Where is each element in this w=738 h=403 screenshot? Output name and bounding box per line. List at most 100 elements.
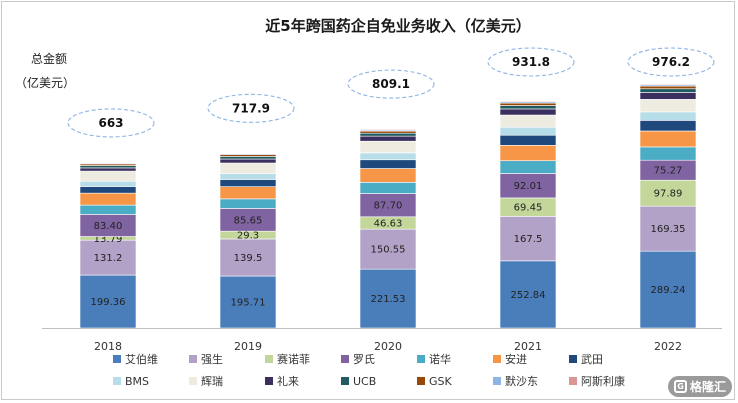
x-tick-2019: 2019: [234, 340, 262, 353]
bar-segment-2021-s5: [499, 145, 557, 162]
bar-segment-2020-s0: [359, 268, 417, 329]
bar-segment-2018-s13: [79, 162, 137, 164]
legend-swatch-s13: [569, 377, 577, 385]
legend-label-s7: BMS: [125, 375, 149, 388]
legend-swatch-s8: [189, 377, 197, 385]
total-value-2019: 717.9: [232, 101, 270, 115]
legend-label-s2: 赛诺菲: [277, 352, 310, 366]
data-label-2020-s3: 87.70: [374, 201, 403, 212]
bar-segment-2021-s4: [499, 160, 557, 174]
bar-segment-2019-s1: [219, 238, 277, 277]
bar-segment-2018-s4: [79, 204, 137, 215]
bar-segment-2021-s1: [499, 216, 557, 262]
total-label-line1: 总金额: [31, 51, 67, 66]
bar-segment-2019-s13: [219, 152, 277, 155]
bar-segment-2022-s11: [639, 85, 697, 90]
legend-label-s8: 辉瑞: [201, 374, 223, 388]
x-tick-2022: 2022: [654, 340, 682, 353]
x-tick-2020: 2020: [374, 340, 402, 353]
legend-swatch-s2: [265, 355, 273, 363]
x-tick-labels: 2018 2019 2020 2021 2022: [94, 340, 682, 353]
bar-segment-2022-s7: [639, 111, 697, 121]
watermark-text: 格隆汇: [689, 380, 726, 394]
total-value-2021: 931.8: [512, 55, 550, 69]
x-tick-2021: 2021: [514, 340, 542, 353]
data-label-2021-s2: 69.45: [514, 203, 543, 214]
data-label-2021-s3: 92.01: [514, 181, 543, 192]
legend-swatch-s11: [417, 377, 425, 385]
data-label-2019-s3: 85.65: [234, 215, 263, 226]
bar-segment-2022-s8: [639, 99, 697, 113]
watermark: G 格隆汇: [667, 376, 732, 397]
bar-segment-2019-s0: [219, 275, 277, 329]
bar-segment-2022-s4: [639, 146, 697, 161]
data-label-2018-s3: 83.40: [94, 221, 123, 232]
data-label-2022-s2: 97.89: [654, 189, 683, 200]
legend-swatch-s7: [113, 377, 121, 385]
bar-segment-2018-s0: [79, 274, 137, 329]
legend-label-s3: 罗氏: [353, 353, 375, 366]
legend-swatch-s5: [493, 355, 501, 363]
bars-group: 199.36 131.2 13.79 83.40 195.71 139.5 29.3 85.6…: [79, 83, 697, 329]
data-label-2022-s3: 75.27: [654, 166, 683, 177]
bar-segment-2020-s7: [359, 152, 417, 161]
bar-segment-2019-s9: [219, 158, 277, 164]
total-bubble-2020: [347, 69, 435, 99]
bar-segment-2022-s5: [639, 130, 697, 148]
bar-segment-2021-s8: [499, 114, 557, 128]
legend-swatch-s0: [113, 355, 121, 363]
legend-swatch-s12: [493, 377, 501, 385]
bar-segment-2022-s1: [639, 205, 697, 252]
bar-segment-2022-s2: [639, 179, 697, 207]
data-label-2020-s1: 150.55: [371, 245, 406, 256]
data-label-2020-s0: 221.53: [371, 294, 406, 305]
bar-segment-2021-s10: [499, 105, 557, 110]
legend-swatch-s1: [189, 355, 197, 363]
total-label-line2: （亿美元）: [15, 75, 75, 90]
bar-segment-2020-s6: [359, 159, 417, 169]
bar-segment-2018-s6: [79, 186, 137, 194]
bar-segment-2021-s6: [499, 134, 557, 146]
data-label-2019-s0: 195.71: [231, 298, 266, 309]
total-value-2020: 809.1: [372, 77, 410, 91]
bar-segment-2022-s10: [639, 88, 697, 93]
gelonghui-logo-icon: G: [673, 380, 687, 393]
bar-segment-2018-s5: [79, 192, 137, 206]
legend-label-s1: 强生: [201, 352, 223, 366]
bar-segment-2019-s5: [219, 186, 277, 200]
bar-segment-2020-s13: [359, 128, 417, 131]
data-label-2018-s0: 199.36: [91, 297, 126, 308]
total-bubble-2022: [627, 47, 715, 77]
data-label-2020-s2: 46.63: [374, 218, 403, 229]
bar-segment-2020-s11: [359, 130, 417, 134]
legend-label-s9: 礼来: [277, 374, 299, 388]
bar-segment-2021-s13: [499, 100, 557, 103]
bar-segment-2020-s1: [359, 228, 417, 270]
data-label-2022-s0: 289.24: [651, 285, 686, 296]
bar-segment-2021-s7: [499, 126, 557, 136]
legend-label-s0: 艾伯维: [125, 352, 158, 366]
totals-group: 663 717.9 809.1 931.8 976.2: [67, 47, 715, 138]
bar-segment-2022-s6: [639, 120, 697, 132]
legend-label-s13: 阿斯利康: [581, 374, 625, 388]
bar-segment-2020-s9: [359, 135, 417, 142]
x-tick-2018: 2018: [94, 340, 122, 353]
bar-segment-2021-s0: [499, 260, 557, 329]
data-label-2018-s2: 13.79: [94, 234, 123, 245]
legend-label-s4: 诺华: [429, 352, 451, 366]
bar-segment-2022-s0: [639, 250, 697, 329]
bar-segment-2022-s13: [639, 83, 697, 86]
bar-segment-2022-s9: [639, 92, 697, 100]
bar-segment-2018-s10: [79, 165, 137, 169]
bar-segment-2021-s9: [499, 108, 557, 116]
bar-segment-2019-s7: [219, 173, 277, 180]
bar-segment-2019-s6: [219, 179, 277, 187]
data-label-2022-s1: 169.35: [651, 224, 686, 235]
total-bubble-2019: [207, 93, 295, 123]
bar-segment-2019-s10: [219, 156, 277, 160]
bar-segment-2020-s10: [359, 132, 417, 137]
total-bubble-2021: [487, 47, 575, 77]
legend-swatch-s10: [341, 377, 349, 385]
bar-segment-2018-s1: [79, 239, 137, 276]
